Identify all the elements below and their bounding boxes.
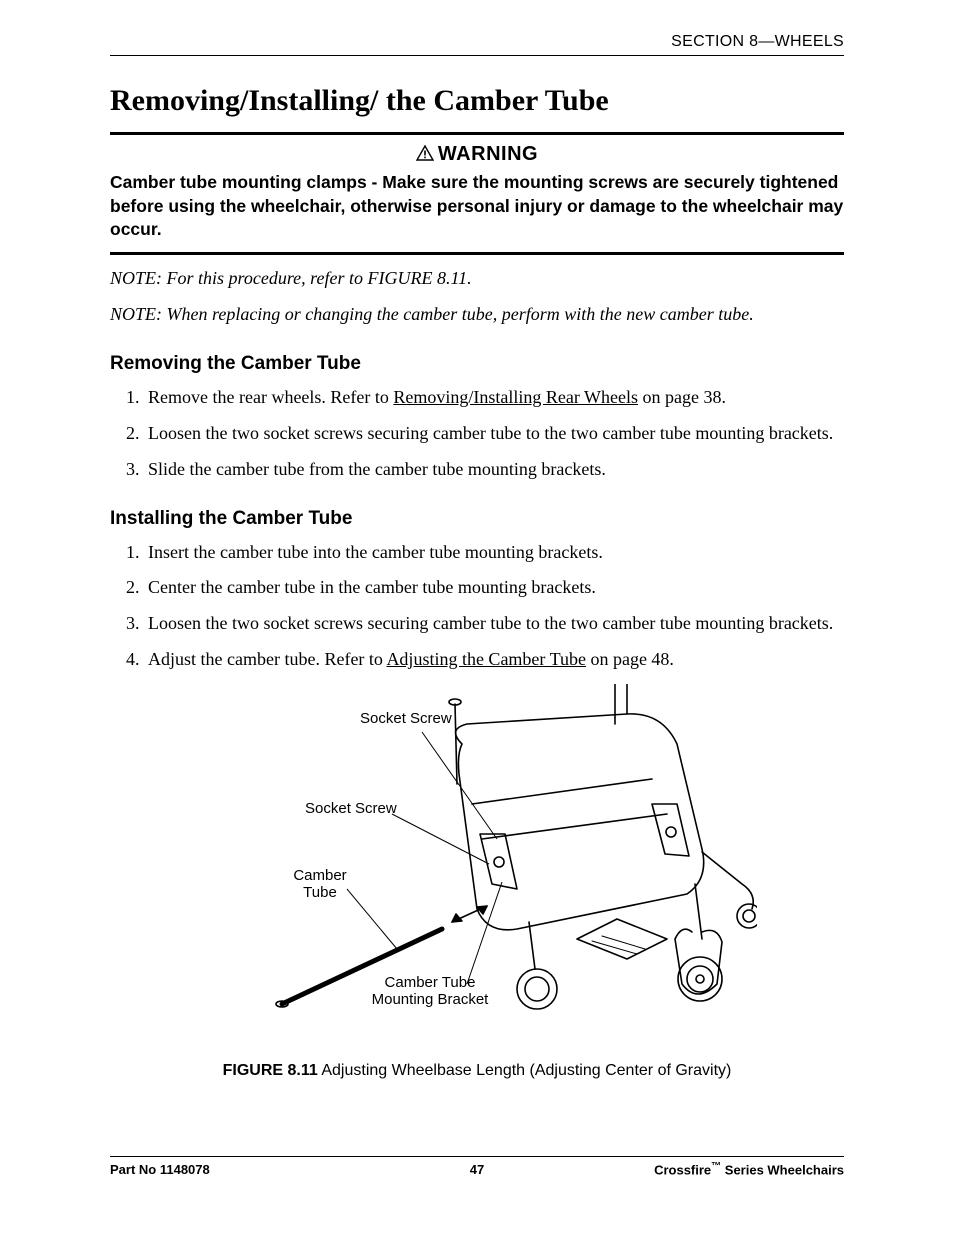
figure-caption-text: Adjusting Wheelbase Length (Adjusting Ce… bbox=[318, 1062, 732, 1079]
step-text: on page 48. bbox=[586, 649, 674, 669]
removing-heading: Removing the Camber Tube bbox=[110, 353, 844, 375]
step-text: Adjust the camber tube. Refer to bbox=[148, 649, 386, 669]
xref-link[interactable]: Adjusting the Camber Tube bbox=[386, 649, 586, 669]
xref-link[interactable]: Removing/Installing Rear Wheels bbox=[393, 387, 638, 407]
step-text: Insert the camber tube into the camber t… bbox=[148, 542, 603, 562]
callout-line: Mounting Bracket bbox=[372, 991, 489, 1008]
figure-number: FIGURE 8.11 bbox=[223, 1062, 318, 1079]
callout-socket-screw-1: Socket Screw bbox=[360, 710, 452, 727]
footer-rule bbox=[110, 1156, 844, 1157]
list-item: Insert the camber tube into the camber t… bbox=[144, 540, 844, 565]
page-title: Removing/Installing/ the Camber Tube bbox=[110, 84, 844, 118]
footer-product-name: Crossfire bbox=[654, 1162, 711, 1177]
running-head: SECTION 8—WHEELS bbox=[110, 33, 844, 55]
warning-triangle-icon bbox=[416, 144, 434, 167]
note-1: NOTE: For this procedure, refer to FIGUR… bbox=[110, 265, 844, 291]
footer-part-number: Part No 1148078 bbox=[110, 1162, 470, 1177]
figure-8-11: Socket Screw Socket Screw Camber Tube Ca… bbox=[110, 684, 844, 1054]
step-text: Slide the camber tube from the camber tu… bbox=[148, 459, 606, 479]
step-text: Center the camber tube in the camber tub… bbox=[148, 577, 596, 597]
step-text: on page 38. bbox=[638, 387, 726, 407]
list-item: Slide the camber tube from the camber tu… bbox=[144, 457, 844, 482]
removing-steps: Remove the rear wheels. Refer to Removin… bbox=[110, 385, 844, 481]
list-item: Loosen the two socket screws securing ca… bbox=[144, 421, 844, 446]
warning-bottom-rule bbox=[110, 252, 844, 255]
figure-caption: FIGURE 8.11 Adjusting Wheelbase Length (… bbox=[110, 1062, 844, 1080]
callout-socket-screw-2: Socket Screw bbox=[305, 800, 397, 817]
warning-heading: WARNING bbox=[110, 143, 844, 167]
list-item: Adjust the camber tube. Refer to Adjusti… bbox=[144, 647, 844, 672]
footer-product-suffix: Series Wheelchairs bbox=[721, 1162, 844, 1177]
footer-product: Crossfire™ Series Wheelchairs bbox=[484, 1161, 844, 1177]
installing-heading: Installing the Camber Tube bbox=[110, 508, 844, 530]
list-item: Loosen the two socket screws securing ca… bbox=[144, 611, 844, 636]
header-rule bbox=[110, 55, 844, 56]
warning-body: Camber tube mounting clamps - Make sure … bbox=[110, 171, 844, 242]
note-2: NOTE: When replacing or changing the cam… bbox=[110, 301, 844, 327]
installing-steps: Insert the camber tube into the camber t… bbox=[110, 540, 844, 672]
callout-mounting-bracket: Camber Tube Mounting Bracket bbox=[365, 974, 495, 1009]
warning-label: WARNING bbox=[438, 143, 538, 165]
step-text: Remove the rear wheels. Refer to bbox=[148, 387, 393, 407]
callout-line: Camber bbox=[293, 867, 346, 884]
trademark-symbol: ™ bbox=[711, 1161, 721, 1172]
callout-line: Camber Tube bbox=[385, 974, 476, 991]
list-item: Center the camber tube in the camber tub… bbox=[144, 575, 844, 600]
step-text: Loosen the two socket screws securing ca… bbox=[148, 423, 833, 443]
list-item: Remove the rear wheels. Refer to Removin… bbox=[144, 385, 844, 410]
step-text: Loosen the two socket screws securing ca… bbox=[148, 613, 833, 633]
footer-page-number: 47 bbox=[470, 1162, 484, 1177]
callout-line: Tube bbox=[303, 884, 337, 901]
page-footer: Part No 1148078 47 Crossfire™ Series Whe… bbox=[110, 1156, 844, 1177]
warning-top-rule bbox=[110, 132, 844, 135]
callout-camber-tube: Camber Tube bbox=[285, 867, 355, 902]
